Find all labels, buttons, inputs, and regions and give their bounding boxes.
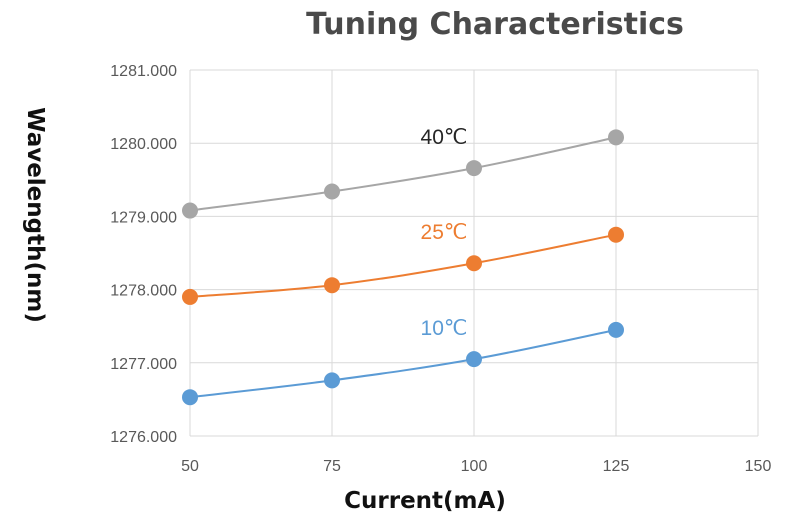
x-tick-label: 75 — [323, 458, 341, 475]
data-point — [608, 321, 624, 338]
data-point — [466, 255, 482, 272]
data-point — [608, 129, 624, 146]
series-line — [189, 328, 617, 399]
x-tick-label: 50 — [181, 458, 199, 475]
data-point — [182, 288, 198, 305]
y-axis-title: Wavelength(nm) — [22, 107, 48, 323]
x-tick-label: 150 — [745, 458, 772, 475]
series-label: 25℃ — [421, 221, 468, 244]
series-line — [189, 136, 617, 212]
data-point — [182, 202, 198, 219]
series-lines — [189, 136, 617, 399]
y-axis-ticks: 1276.000 1277.000 1278.000 1279.000 1280.000… — [110, 63, 177, 446]
series-labels: 40℃ 25℃ 10℃ — [421, 126, 468, 340]
data-point — [324, 372, 340, 389]
chart-title: Tuning Characteristics — [306, 7, 684, 42]
x-axis-title: Current(mA) — [344, 488, 506, 514]
series-label: 40℃ — [421, 126, 468, 149]
y-tick-label: 1278.000 — [110, 283, 177, 300]
x-axis-ticks: 50 75 100 125 150 — [181, 458, 771, 475]
data-point — [608, 226, 624, 243]
y-tick-label: 1276.000 — [110, 429, 177, 446]
data-point — [182, 389, 198, 406]
x-tick-label: 125 — [603, 458, 630, 475]
data-point — [324, 277, 340, 294]
y-tick-label: 1277.000 — [110, 356, 177, 373]
y-tick-label: 1281.000 — [110, 63, 177, 80]
series-line — [189, 233, 617, 298]
series-points — [182, 129, 624, 406]
y-tick-label: 1279.000 — [110, 209, 177, 226]
data-point — [466, 160, 482, 177]
data-point — [324, 183, 340, 200]
y-tick-label: 1280.000 — [110, 136, 177, 153]
x-tick-label: 100 — [461, 458, 488, 475]
data-point — [466, 351, 482, 368]
series-label: 10℃ — [421, 317, 468, 340]
